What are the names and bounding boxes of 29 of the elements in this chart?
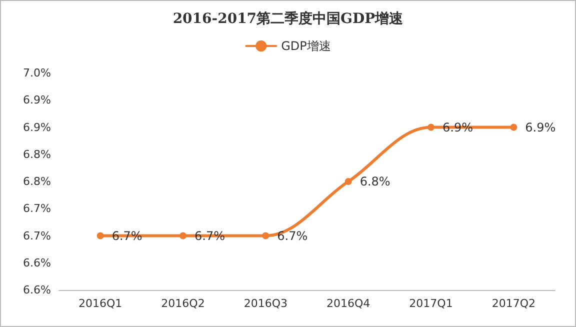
y-tick-label: 6.8% xyxy=(23,175,51,188)
y-tick-label: 7.0% xyxy=(23,66,51,80)
x-tick-label: 2016Q3 xyxy=(244,297,288,310)
y-tick-label: 6.7% xyxy=(23,229,51,242)
chart-title: 2016-2017第二季度中国GDP增速 xyxy=(172,10,404,27)
x-tick-label: 2016Q2 xyxy=(161,297,205,310)
y-tick-label: 6.6% xyxy=(23,256,51,270)
data-label: 6.7% xyxy=(277,228,308,243)
legend-label: GDP增速 xyxy=(281,39,331,53)
y-tick-label: 6.7% xyxy=(23,202,51,216)
x-tick-label: 2017Q2 xyxy=(492,297,536,310)
data-label: 6.9% xyxy=(442,120,473,134)
data-label: 6.7% xyxy=(194,228,225,243)
point xyxy=(428,124,434,131)
data-label: 6.7% xyxy=(112,228,142,243)
point xyxy=(96,232,104,240)
point xyxy=(510,124,518,131)
y-tick-label: 6.8% xyxy=(23,148,51,161)
x-tick-label: 2016Q4 xyxy=(326,297,370,310)
point xyxy=(344,178,352,185)
point xyxy=(262,232,270,240)
y-tick-label: 6.9% xyxy=(23,120,51,134)
x-tick-label: 2016Q1 xyxy=(78,297,122,310)
y-tick-label: 6.6% xyxy=(23,284,51,296)
data-label: 6.9% xyxy=(525,120,556,134)
x-tick-label: 2017Q1 xyxy=(409,297,453,310)
data-label: 6.8% xyxy=(360,174,390,188)
point xyxy=(180,232,186,240)
y-tick-label: 6.9% xyxy=(23,94,51,107)
